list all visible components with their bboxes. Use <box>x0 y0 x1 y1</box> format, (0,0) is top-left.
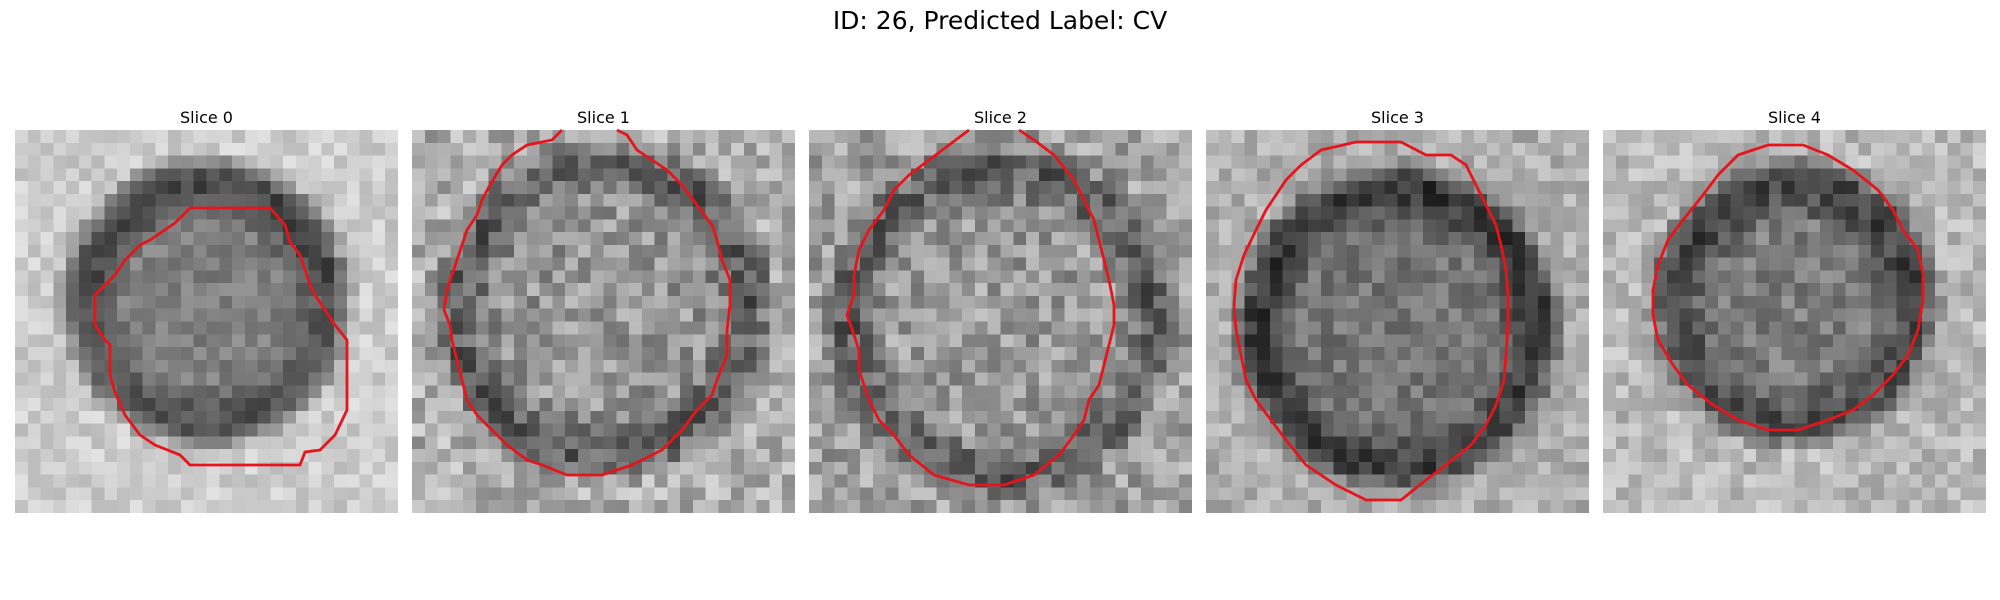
slice-panel-0: Slice 0 <box>15 106 398 513</box>
figure-title: ID: 26, Predicted Label: CV <box>832 6 1168 35</box>
contour-line <box>1232 140 1510 502</box>
contour-line <box>845 128 1116 487</box>
slice-image <box>809 130 1192 513</box>
slice-title: Slice 0 <box>180 108 233 127</box>
slice-panel-1: Slice 1 <box>412 106 795 513</box>
slice-image <box>1206 130 1589 513</box>
segmentation-contour <box>93 206 349 467</box>
slice-image <box>1603 130 1986 513</box>
slice-title: Slice 3 <box>1371 108 1424 127</box>
slice-title: Slice 4 <box>1768 108 1821 127</box>
segmentation-contour <box>1651 143 1925 432</box>
segmentation-contour <box>845 128 1116 487</box>
slice-panel-2: Slice 2 <box>809 106 1192 513</box>
slice-panel-3: Slice 3 <box>1206 106 1589 513</box>
slice-image <box>412 130 795 513</box>
contour-line <box>93 206 349 467</box>
slice-title: Slice 2 <box>974 108 1027 127</box>
segmentation-contour <box>1232 140 1510 502</box>
slice-title: Slice 1 <box>577 108 630 127</box>
segmentation-contour <box>442 128 732 477</box>
contour-line <box>442 128 732 477</box>
contour-line <box>1651 143 1925 432</box>
slice-panel-4: Slice 4 <box>1603 106 1986 513</box>
